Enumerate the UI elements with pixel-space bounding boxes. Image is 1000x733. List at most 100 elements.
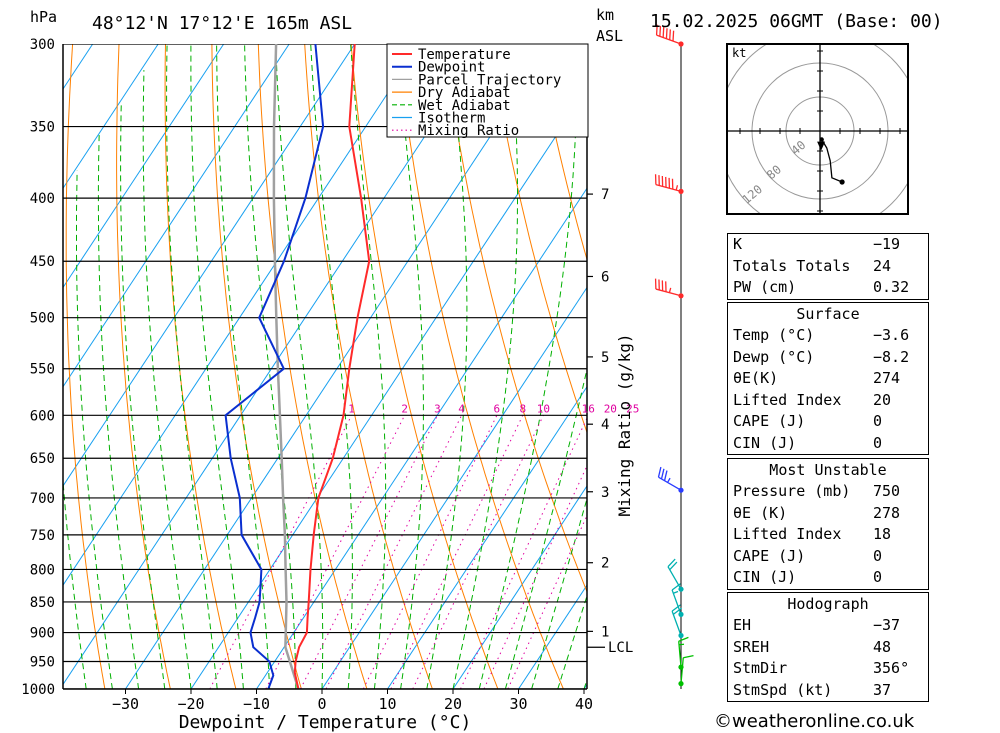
hodograph-title: Hodograph [787,595,869,613]
km-tick-label: 2 [601,556,609,572]
wind-barb-flag [662,27,665,38]
wind-barb-flag [665,28,668,39]
hodograph-ring-label: 40 [788,138,808,158]
wind-barb-dot [678,41,684,47]
mixing-ratio-line [460,416,587,689]
hodograph-trace [821,139,843,183]
mu-row-cin: CIN (J) 0 [733,568,883,586]
dry-adiabat-line [536,44,587,262]
wind-barb [671,604,684,639]
legend-box [386,43,589,138]
mixing-ratio-label: 20 [604,402,617,415]
mixing-ratio-label: 3 [434,402,441,415]
isotherm-line [63,44,356,487]
wind-barb [678,636,689,670]
isotherm-line [63,44,290,388]
legend-label: Wet Adiabat [418,98,511,114]
pressure-tick-label: 800 [30,562,55,578]
wind-barb-dot [678,487,684,493]
pressure-tick-label: 550 [30,362,55,378]
legend-label: Mixing Ratio [418,123,519,139]
wind-barb-half-flag [667,477,671,483]
parcel-trajectory-profile [272,44,300,689]
wind-barb-dot [678,586,684,592]
background-lines [63,44,700,689]
wet-adiabat-line [76,170,113,689]
km-tick-label: 3 [601,485,609,501]
mu-row-cape: CAPE (J) 0 [733,546,883,565]
wet-adiabat-line [478,44,578,689]
km-tick-label: 7 [601,187,609,203]
temperature-profile [293,44,371,689]
wind-barb-dot [678,188,684,194]
mixing-ratio-line [325,415,463,689]
surface-title: Surface [796,305,860,323]
pressure-tick-label: 600 [30,408,55,424]
surface-row-cape: CAPE (J) 0 [733,412,883,430]
wind-barb-staff [680,657,684,684]
hodograph-panel: 40 80 120 kt [717,28,923,234]
wet-adiabat-line [190,44,244,689]
temperature-tick-label: −10 [243,695,270,713]
indices-panel-hodograph: Hodograph EH −37 SREH 48 StmDir 356° StmSpd… [727,592,929,702]
footer-credit[interactable]: ©weatheronline.co.uk [714,711,914,732]
site-link[interactable]: weatheronline.co.uk [732,711,915,732]
index-row-k: K −19 [733,235,901,253]
wind-barb-half-flag [673,590,679,594]
mixing-ratio-line [507,514,587,689]
temperature-tick-label: 20 [444,695,462,713]
wind-barb-flag [669,29,671,40]
temperature-tick-label: 30 [509,695,527,713]
wet-adiabat-line [63,474,87,689]
surface-row-temp: Temp (°C) −3.6 [733,326,910,344]
hodograph-ring-label: 80 [764,162,784,182]
wind-barb-staff [678,641,682,668]
pressure-tick-label: 750 [30,528,55,544]
wind-barb-flag [672,30,675,42]
isotherm-line [452,485,587,689]
temperature-tick-label: 40 [575,695,593,713]
wind-barb-flag [663,470,668,481]
pressure-tick-label: 450 [30,254,55,270]
km-tick-label: 1 [601,624,609,640]
isotherm-line [63,44,487,686]
pressure-tick-label: 850 [30,595,55,611]
wind-barb-staff [656,34,682,45]
pressure-unit-label: hPa [30,8,57,26]
isotherm-line [63,44,225,289]
mixing-ratio-label: 6 [494,402,501,415]
legend-label: Dry Adiabat [418,85,511,101]
temperature-tick-label: 0 [317,695,326,713]
wind-barb-staff [667,566,682,590]
index-row-totals: Totals Totals 24 [733,256,892,275]
mixing-ratio-label: 8 [519,402,526,415]
profile-lines [224,44,371,689]
lcl-label: LCL [608,640,633,656]
temperature-tick-label: −20 [177,695,204,713]
wet-adiabat-line [426,44,468,689]
dry-adiabat-line [350,44,499,689]
mu-row-pressure: Pressure (mb) 750 [733,482,901,500]
wind-barb [655,24,684,47]
location-title: 48°12'N 17°12'E 165m ASL [92,13,352,34]
wind-barb-flag [678,636,689,642]
wind-barb-flag [657,466,662,478]
isotherm-line [583,683,587,689]
dry-adiabat-line [630,44,700,689]
copyright-symbol: © [714,711,732,732]
wet-adiabat-line [142,70,192,689]
hodo-row-eh: EH −37 [733,616,901,634]
hodo-row-stmspd: StmSpd (kt) 37 [733,680,892,699]
wet-adiabat-line [310,44,353,689]
mixing-ratio-label: 1 [348,402,355,415]
hodograph-unit-label: kt [732,46,747,60]
asl-label: ASL [596,27,623,45]
wind-barb-dot [678,681,684,687]
surface-row-theta: θE(K) 274 [733,369,901,387]
legend-label: Temperature [418,47,511,63]
hodograph-end-point [839,179,845,185]
wet-adiabat-line [216,44,271,689]
hodograph-ring-label: 120 [739,182,765,207]
dewpoint-profile [224,44,325,689]
dry-adiabat-line [304,44,433,689]
